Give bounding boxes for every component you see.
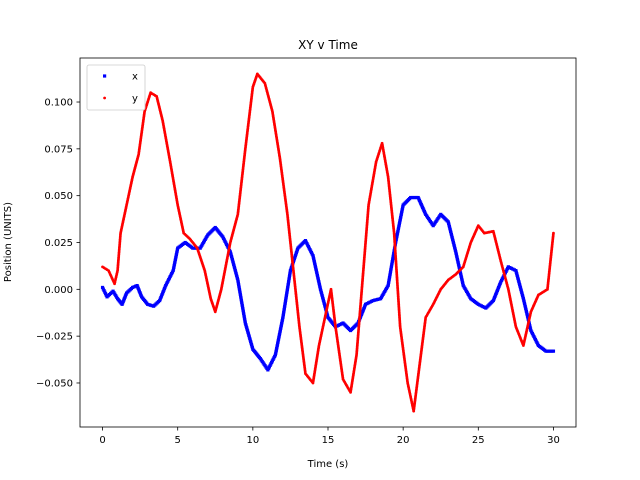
legend-box xyxy=(86,64,146,111)
trace-marker-x xyxy=(174,256,178,260)
x-tick-label: 20 xyxy=(397,435,410,446)
legend-marker-y xyxy=(103,96,106,100)
y-axis: −0.050 −0.025 0.000 0.025 0.050 0.075 0.100 xyxy=(36,98,80,389)
trace-marker-x xyxy=(172,264,176,268)
plot-area xyxy=(100,72,556,413)
trace-marker-x xyxy=(175,248,179,252)
y-axis-label: Position (UNITS) xyxy=(3,202,14,282)
trace-marker-x xyxy=(175,249,179,253)
x-tick-label: 15 xyxy=(322,435,335,446)
legend-label-y: y xyxy=(132,94,138,105)
chart-title: XY v Time xyxy=(298,38,358,52)
y-tick-label: −0.050 xyxy=(36,378,73,389)
trace-marker-x xyxy=(172,265,176,269)
series-x xyxy=(100,195,556,372)
y-tick-label: −0.025 xyxy=(36,332,73,343)
trace-marker-x xyxy=(171,267,176,271)
y-tick-label: 0.025 xyxy=(44,238,73,249)
trace-marker-x xyxy=(175,251,179,255)
trace-marker-x xyxy=(174,254,178,258)
data-point-y xyxy=(552,231,555,235)
trace-marker-x xyxy=(174,252,179,257)
x-axis-label: Time (s) xyxy=(307,459,349,470)
trace-marker-x xyxy=(173,257,178,261)
trace-marker-x xyxy=(173,260,177,265)
data-point-x xyxy=(171,268,175,273)
x-axis: 0 5 10 15 20 25 30 xyxy=(99,427,560,446)
x-tick-label: 25 xyxy=(472,435,485,446)
legend-label-x: x xyxy=(132,72,138,83)
y-tick-label: 0.075 xyxy=(44,144,73,155)
legend-marker-x xyxy=(103,74,107,78)
x-tick-label: 0 xyxy=(99,435,105,446)
y-tick-label: 0.050 xyxy=(44,191,73,202)
trace-marker-x xyxy=(173,259,177,263)
series-y xyxy=(101,72,555,413)
trace-marker-x xyxy=(172,262,177,266)
legend: xy xyxy=(86,64,146,111)
x-tick-label: 10 xyxy=(246,435,259,446)
y-tick-label: 0.100 xyxy=(44,98,73,109)
y-tick-label: 0.000 xyxy=(44,285,73,296)
x-tick-label: 5 xyxy=(175,435,181,446)
x-tick-label: 30 xyxy=(547,435,560,446)
data-point-x xyxy=(551,349,556,353)
